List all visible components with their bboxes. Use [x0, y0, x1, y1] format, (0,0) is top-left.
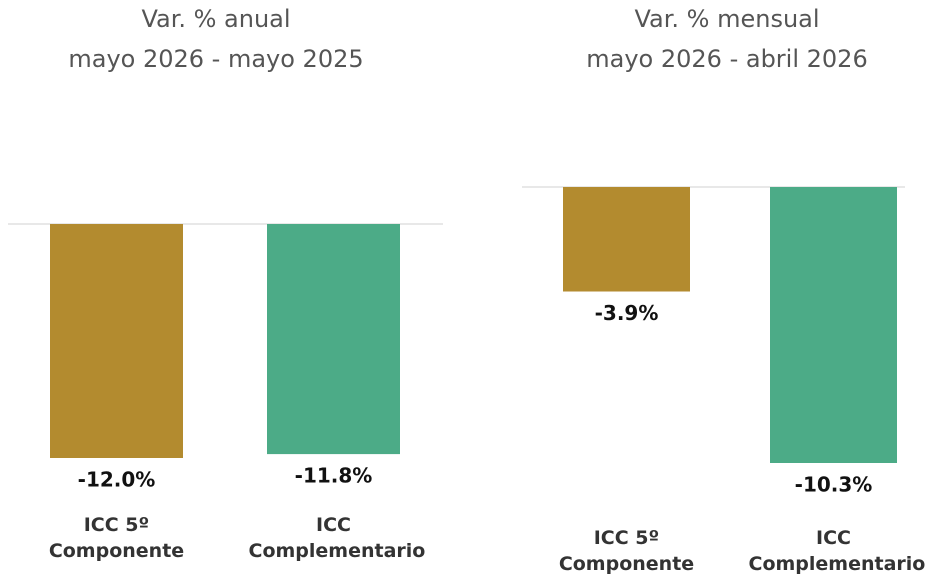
category-label: ICC Complementario — [248, 514, 426, 562]
category-label: ICC 5º Componente — [48, 514, 185, 562]
bar — [563, 187, 690, 292]
bar — [770, 187, 897, 463]
chart-title: Var. % anual — [141, 5, 290, 33]
value-label: -10.3% — [795, 473, 873, 497]
category-label: ICC Complementario — [748, 527, 926, 575]
value-label: -3.9% — [595, 301, 659, 325]
bar — [267, 224, 400, 455]
chart-title: Var. % mensual — [634, 5, 819, 33]
value-label: -11.8% — [295, 464, 373, 488]
value-label: -12.0% — [78, 468, 156, 492]
bar — [50, 224, 183, 458]
chart-subtitle: mayo 2026 - abril 2026 — [586, 45, 867, 73]
chart-subtitle: mayo 2026 - mayo 2025 — [68, 45, 363, 73]
category-label: ICC 5º Componente — [558, 527, 695, 575]
